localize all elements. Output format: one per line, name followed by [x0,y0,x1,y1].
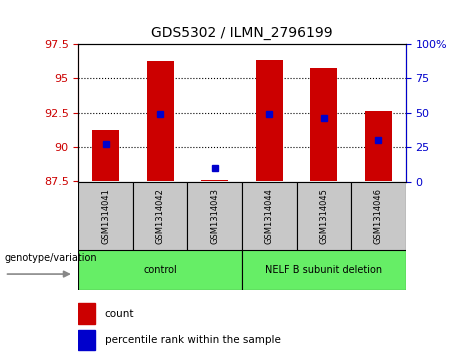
Bar [133,182,188,250]
Text: GSM1314045: GSM1314045 [319,188,328,244]
Text: NELF B subunit deletion: NELF B subunit deletion [265,265,383,276]
Bar [351,182,406,250]
Text: GSM1314042: GSM1314042 [156,188,165,244]
Bar [256,60,283,182]
Bar [92,130,119,182]
Bar [242,250,406,290]
Bar [365,111,392,182]
Bar [310,68,337,182]
Text: GSM1314044: GSM1314044 [265,188,274,244]
Bar [201,180,228,182]
Bar [78,330,95,350]
Bar [188,182,242,250]
Text: control: control [143,265,177,276]
Text: GSM1314041: GSM1314041 [101,188,110,244]
Bar [78,182,133,250]
Bar [147,61,174,182]
Text: GSM1314043: GSM1314043 [210,188,219,244]
Text: count: count [105,309,134,319]
Text: GSM1314046: GSM1314046 [374,188,383,244]
Text: percentile rank within the sample: percentile rank within the sample [105,335,280,345]
Bar [296,182,351,250]
Bar [78,303,95,324]
Bar [242,182,296,250]
Title: GDS5302 / ILMN_2796199: GDS5302 / ILMN_2796199 [151,26,333,40]
Bar [78,250,242,290]
Text: genotype/variation: genotype/variation [5,253,97,263]
